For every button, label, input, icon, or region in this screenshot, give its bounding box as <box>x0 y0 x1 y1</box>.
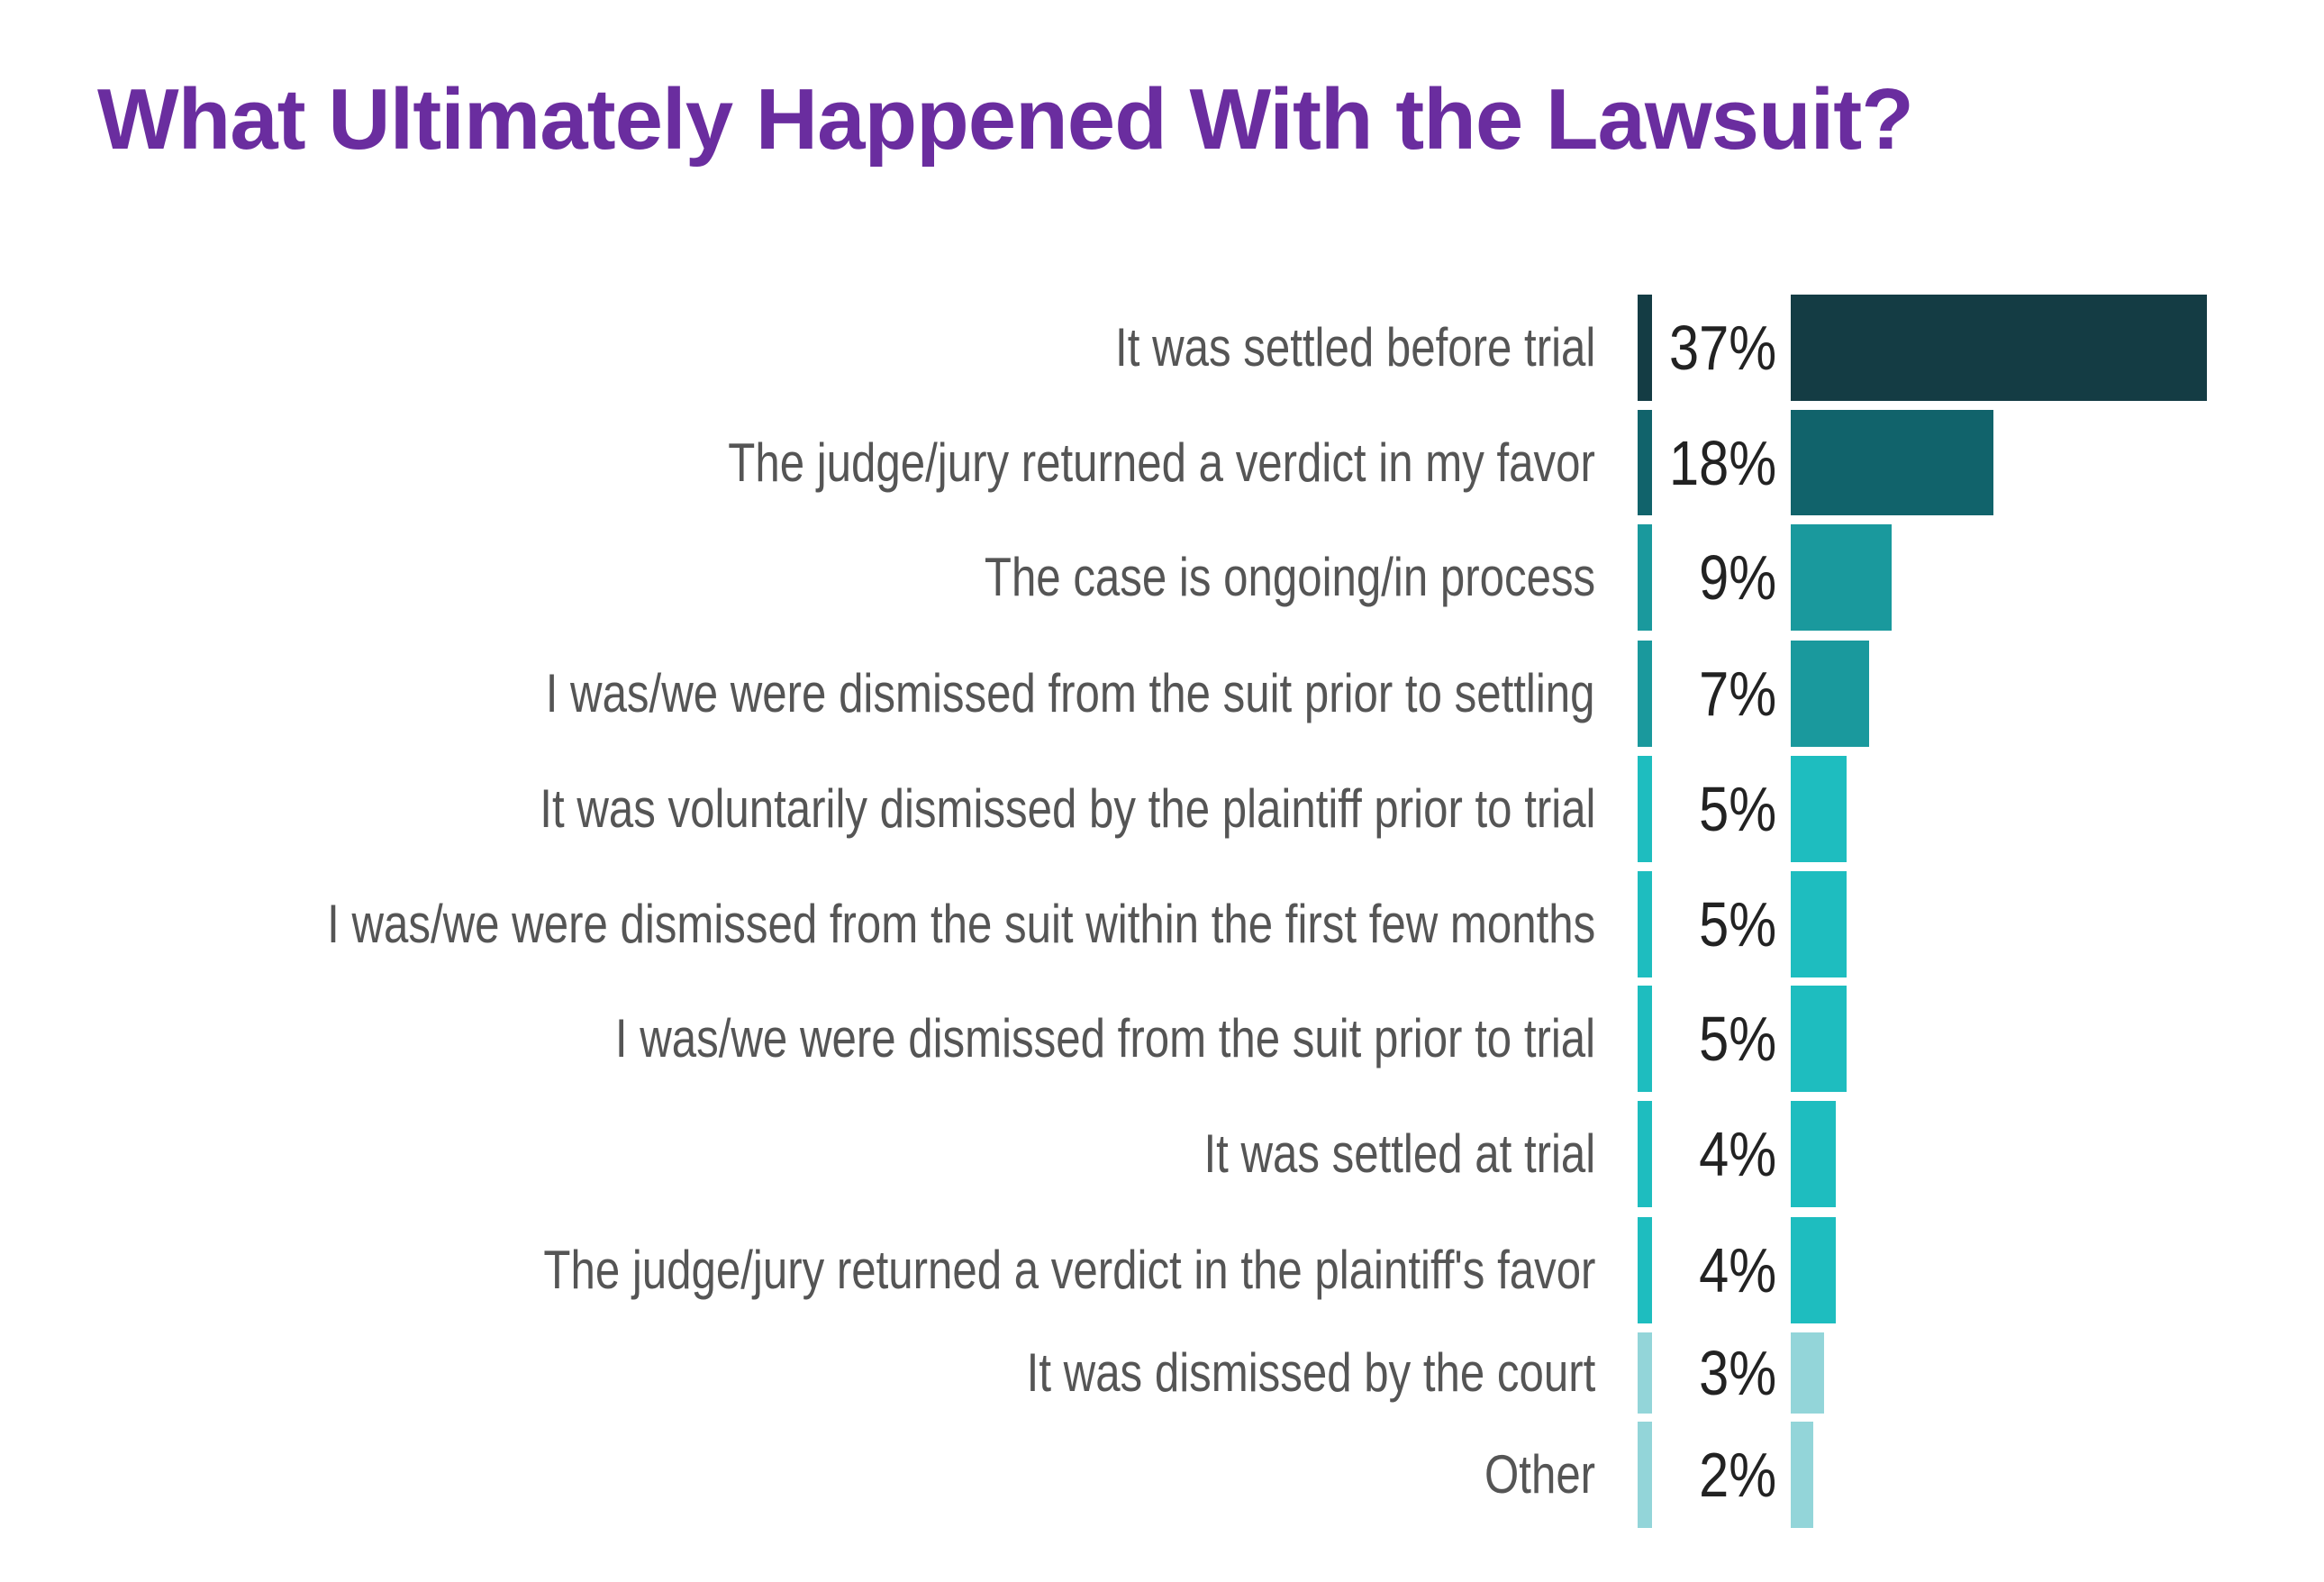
category-label: I was/we were dismissed from the suit wi… <box>326 894 1595 954</box>
category-label: It was settled before trial <box>1114 317 1595 377</box>
value-label: 4% <box>1699 1119 1776 1189</box>
row-marker <box>1638 410 1652 515</box>
bar <box>1791 410 1993 515</box>
value-label: 4% <box>1699 1235 1776 1305</box>
row-marker <box>1638 295 1652 401</box>
value-label: 5% <box>1699 1004 1776 1074</box>
category-label: I was/we were dismissed from the suit pr… <box>546 663 1595 723</box>
bar <box>1791 295 2207 401</box>
value-label: 5% <box>1699 889 1776 959</box>
bar <box>1791 1332 1825 1414</box>
bar <box>1791 1217 1836 1323</box>
bar <box>1791 986 1847 1092</box>
bar <box>1791 871 1847 977</box>
value-label: 7% <box>1699 659 1776 729</box>
bar <box>1791 641 1870 747</box>
chart-title: What Ultimately Happened With the Lawsui… <box>97 71 1914 168</box>
row-marker <box>1638 1217 1652 1323</box>
value-label: 9% <box>1699 542 1776 613</box>
value-label: 5% <box>1699 774 1776 844</box>
category-label: It was settled at trial <box>1203 1123 1595 1184</box>
category-label: I was/we were dismissed from the suit pr… <box>614 1008 1595 1068</box>
row-marker <box>1638 756 1652 862</box>
value-label: 37% <box>1668 313 1776 383</box>
row-marker <box>1638 1422 1652 1528</box>
row-marker <box>1638 871 1652 977</box>
category-label: It was dismissed by the court <box>1026 1342 1595 1403</box>
value-label: 3% <box>1699 1338 1776 1408</box>
category-label: Other <box>1484 1444 1595 1505</box>
row-marker <box>1638 1101 1652 1207</box>
value-label: 18% <box>1668 427 1776 498</box>
bar <box>1791 1101 1836 1207</box>
bar <box>1791 756 1847 862</box>
row-marker <box>1638 986 1652 1092</box>
row-marker <box>1638 641 1652 747</box>
category-label: The judge/jury returned a verdict in the… <box>542 1240 1595 1300</box>
bar <box>1791 524 1893 631</box>
value-label: 2% <box>1699 1440 1776 1510</box>
bar <box>1791 1422 1813 1528</box>
row-marker <box>1638 524 1652 631</box>
category-label: The case is ongoing/in process <box>984 547 1595 607</box>
category-label: The judge/jury returned a verdict in my … <box>728 432 1595 493</box>
category-label: It was voluntarily dismissed by the plai… <box>539 778 1595 839</box>
row-marker <box>1638 1332 1652 1414</box>
